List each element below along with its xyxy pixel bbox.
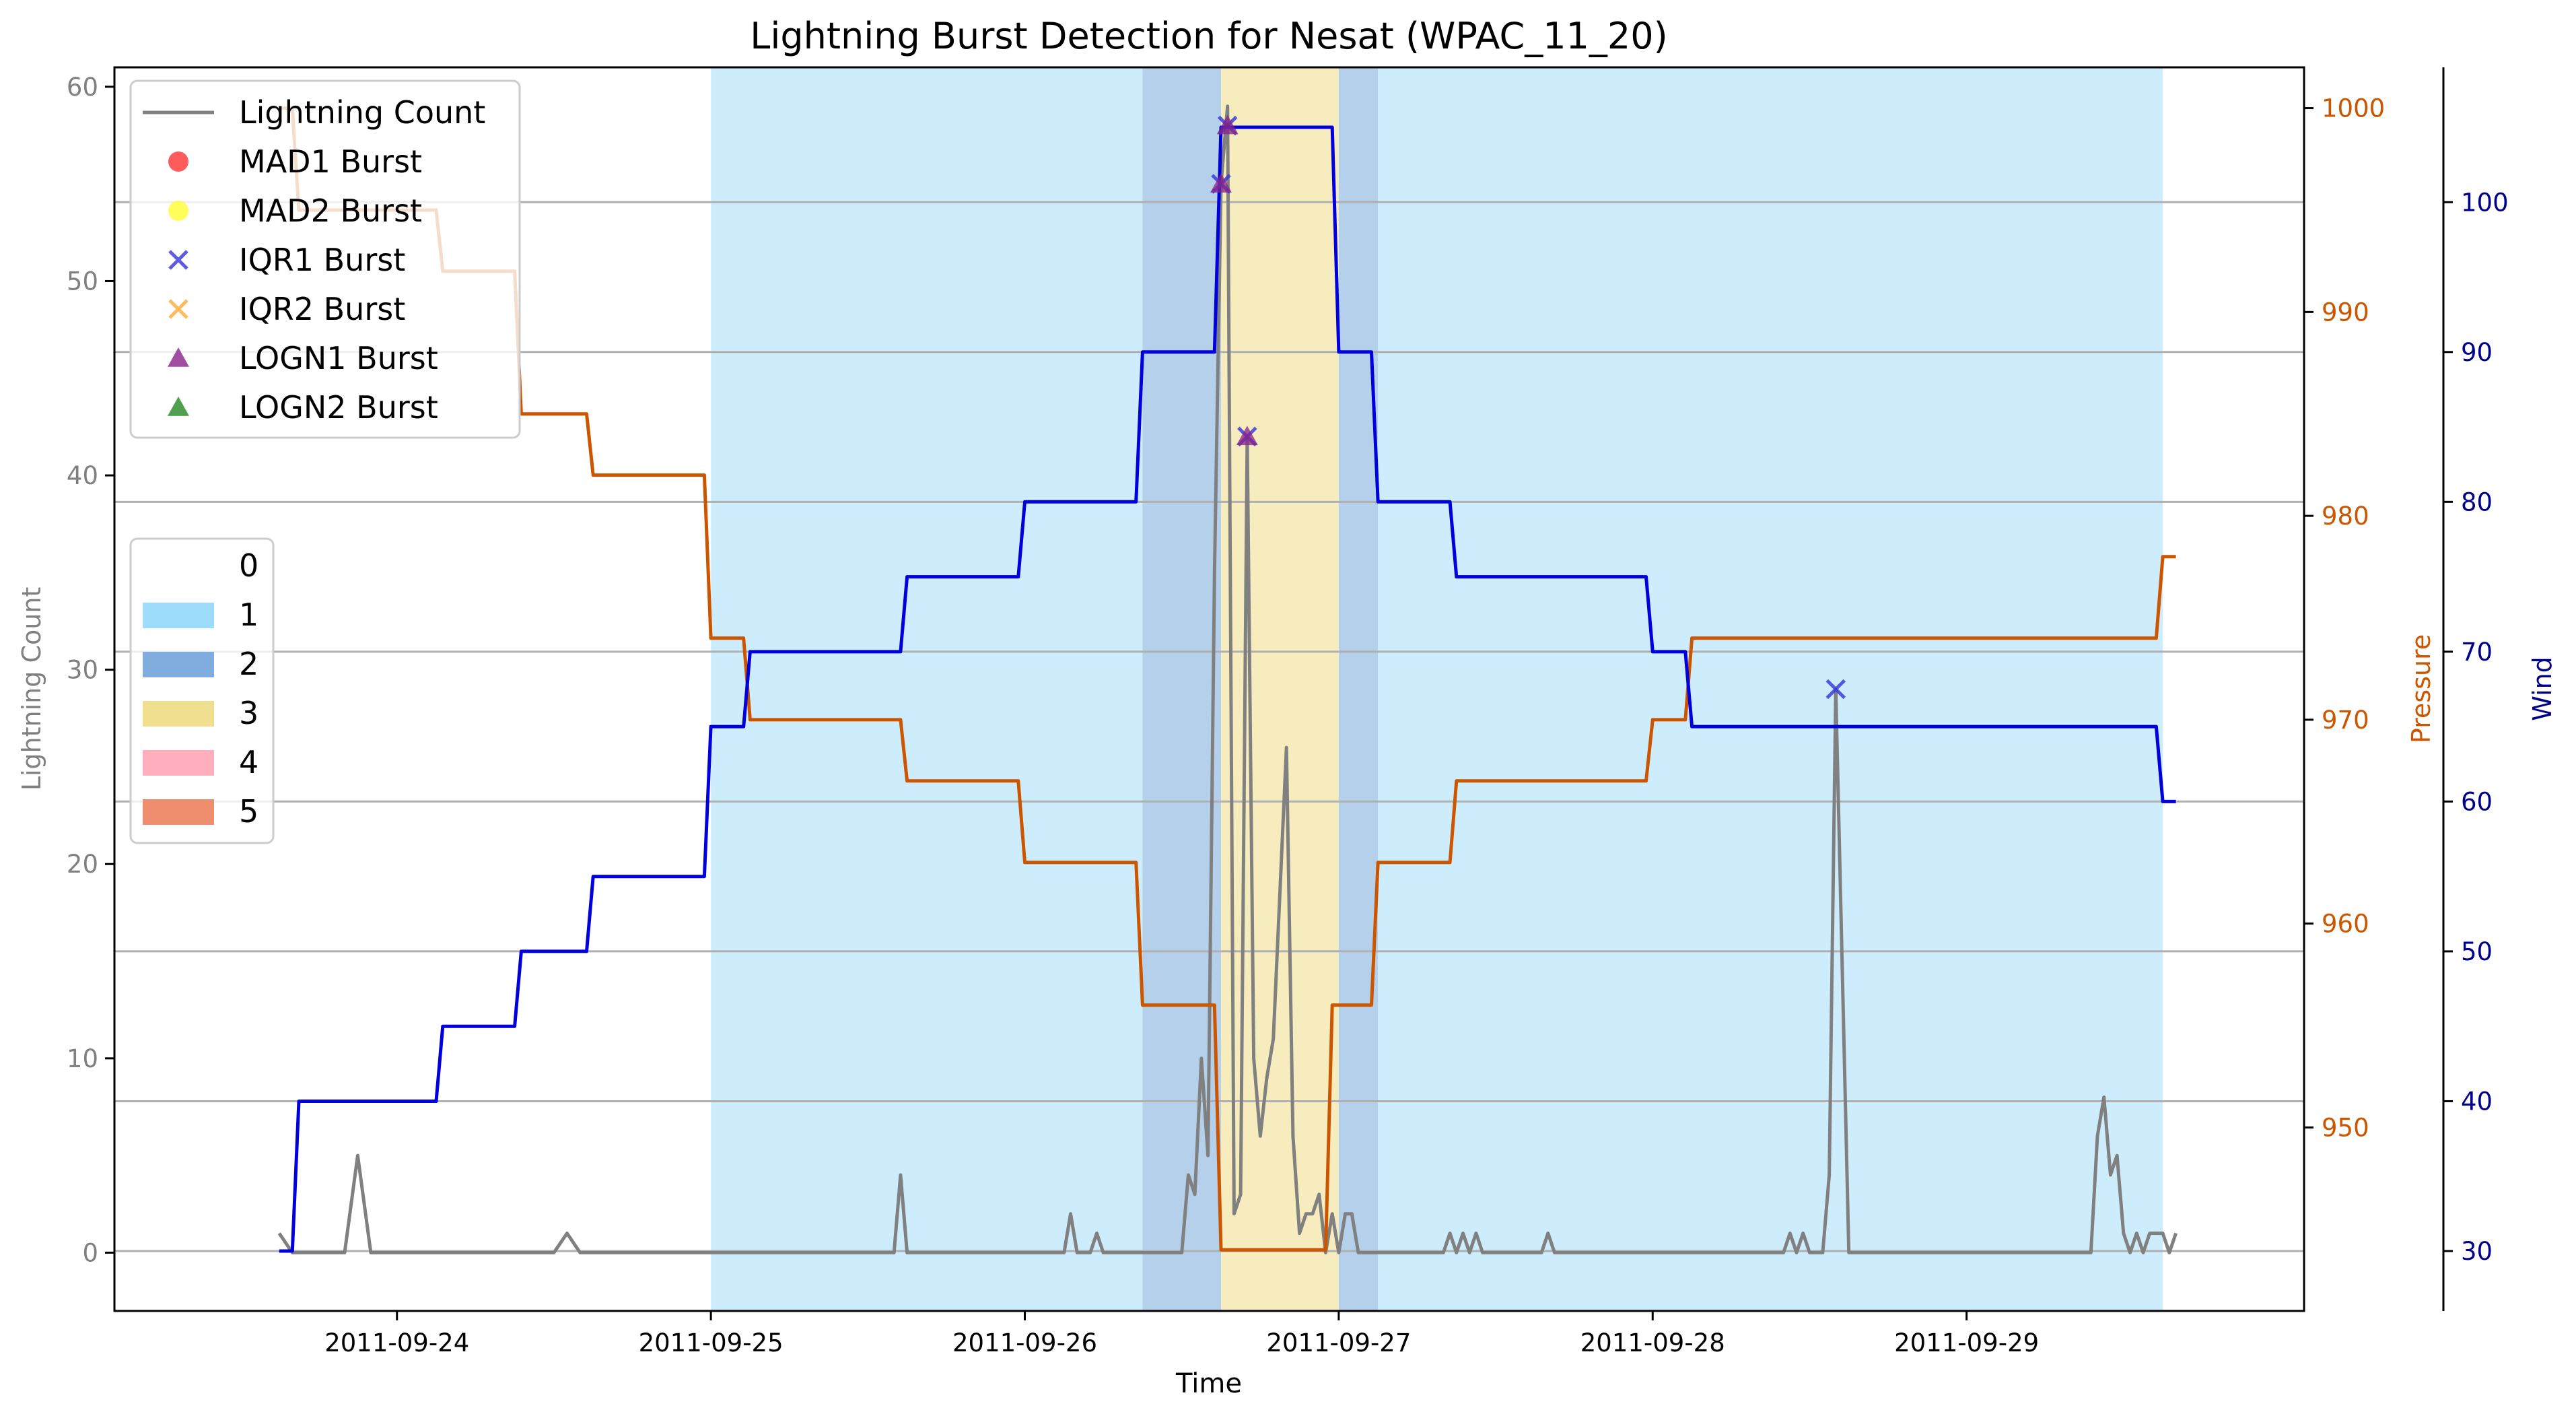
wind-tick-label: 80 — [2461, 487, 2493, 516]
lightning-count-axis: 0 10 20 30 40 50 60 — [67, 73, 114, 1267]
legend-label: LOGN1 Burst — [239, 340, 438, 376]
legend-category-swatch — [143, 701, 214, 727]
series-line-wind — [279, 125, 2176, 1253]
legend-category-swatch — [143, 750, 214, 776]
pressure-tick-label: 960 — [2322, 910, 2369, 939]
left-tick-label: 60 — [67, 73, 98, 102]
legend-category-swatch — [143, 603, 214, 628]
legend-label: MAD2 Burst — [239, 193, 422, 229]
category-span-3 — [1220, 67, 1339, 1311]
x-tick-label: 2011-09-27 — [1266, 1328, 1411, 1357]
legend-category-label: 3 — [239, 695, 258, 731]
pressure-tick-label: 990 — [2322, 298, 2369, 327]
wind-axis-label: Wind — [2528, 656, 2557, 721]
pressure-tick-label: 970 — [2322, 706, 2369, 735]
legend-category-swatch — [143, 799, 214, 825]
legend-x-swatch — [168, 250, 188, 270]
wind-tick-label: 100 — [2461, 188, 2509, 217]
left-tick-label: 30 — [67, 656, 98, 685]
legend-category-swatch — [143, 652, 214, 677]
lightning-count-axis-label: Lightning Count — [17, 587, 46, 791]
legend-label: IQR1 Burst — [239, 242, 405, 278]
legend-category-label: 4 — [239, 744, 258, 780]
plot-frame — [113, 66, 2305, 1312]
logn1-burst-marker — [1236, 426, 1258, 446]
left-tick-label: 40 — [67, 461, 98, 490]
legend-category-label: 0 — [239, 547, 258, 584]
legend-x-swatch — [168, 299, 188, 319]
wind-tick-label: 50 — [2461, 937, 2493, 966]
pressure-axis-label: Pressure — [2406, 634, 2436, 743]
wind-tick-label: 30 — [2461, 1237, 2493, 1266]
category-span-1 — [711, 67, 1143, 1311]
category-bands — [711, 67, 2163, 1311]
legend-triangle-swatch — [168, 397, 189, 416]
x-tick-label: 2011-09-28 — [1580, 1328, 1725, 1357]
burst-markers — [1210, 114, 1846, 700]
left-tick-label: 50 — [67, 267, 98, 296]
chart-title: Lightning Burst Detection for Nesat (WPA… — [750, 15, 1667, 57]
x-tick-label: 2011-09-29 — [1894, 1328, 2039, 1357]
series-line-lightning-count — [277, 104, 2178, 1254]
category-legend: 0 1 2 3 4 5 — [129, 537, 275, 844]
category-span-2 — [1338, 67, 1379, 1311]
wind-tick-label: 90 — [2461, 338, 2493, 367]
legend-label: Lightning Count — [239, 94, 485, 131]
x-tick-label: 2011-09-24 — [324, 1328, 469, 1357]
x-axis-label: Time — [1175, 1368, 1242, 1399]
pressure-tick-label: 950 — [2322, 1113, 2369, 1142]
wind-tick-label: 70 — [2461, 638, 2493, 667]
series-legend-frame — [129, 79, 521, 439]
legend-category-label: 5 — [239, 793, 258, 830]
series-legend: Lightning Count MAD1 Burst MAD2 Burst IQR1 … — [129, 79, 521, 439]
wind-tick-label: 60 — [2461, 787, 2493, 816]
legend-circle-swatch — [168, 151, 188, 172]
left-tick-label: 20 — [67, 850, 98, 879]
x-tick-label: 2011-09-25 — [639, 1328, 784, 1357]
wind-tick-label: 40 — [2461, 1087, 2493, 1116]
legend-circle-swatch — [168, 201, 188, 221]
legend-category-label: 1 — [239, 597, 258, 633]
legend-label: MAD1 Burst — [239, 143, 422, 180]
logn1-burst-marker — [1210, 173, 1232, 193]
pressure-axis: 950 960 970 980 990 1000 — [2304, 94, 2385, 1142]
wind-axis: 30 40 50 60 70 80 90 100 — [2442, 67, 2509, 1311]
left-tick-label: 10 — [67, 1044, 98, 1073]
legend-triangle-swatch — [168, 347, 189, 367]
logn1-burst-marker — [1216, 114, 1239, 135]
x-axis: 2011-09-24 2011-09-25 2011-09-26 2011-09-27… — [324, 1311, 2039, 1357]
pressure-tick-label: 980 — [2322, 502, 2369, 531]
legend-category-label: 2 — [239, 646, 258, 682]
left-tick-label: 0 — [82, 1238, 98, 1267]
iqr1-burst-marker — [1825, 679, 1846, 700]
legend-label: IQR2 Burst — [239, 291, 405, 327]
legend-label: LOGN2 Burst — [239, 389, 438, 426]
x-tick-label: 2011-09-26 — [952, 1328, 1097, 1357]
category-span-1 — [1378, 67, 2163, 1311]
pressure-tick-label: 1000 — [2322, 94, 2385, 123]
